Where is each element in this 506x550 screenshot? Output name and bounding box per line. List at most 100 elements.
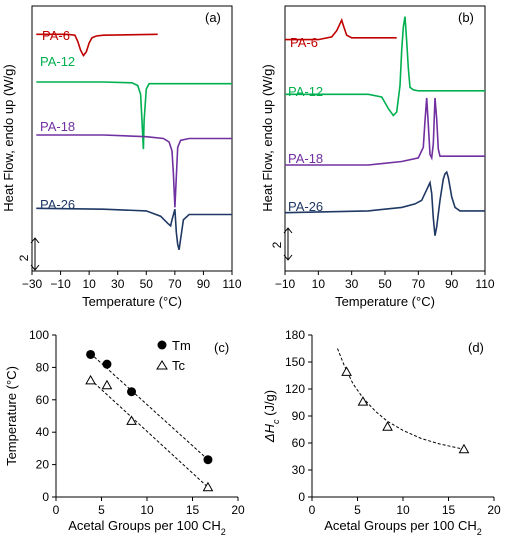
panel-a-x-tick-label: −10: [50, 277, 71, 291]
panel-c-y-axis-label: Temperature (°C): [4, 366, 19, 466]
panel-c-y-tick-label: 40: [36, 425, 50, 439]
panel-d-x-tick-label: 5: [354, 503, 361, 517]
panel-b-x-axis-label: Temperature (°C): [335, 294, 435, 309]
panel-d-crystallization-enthalpy: 0 5 10 15 20 0 30 60 90 120 150 180 (d) Acetal Gro…: [262, 328, 501, 537]
panel-b-x-tick-label: 110: [475, 277, 494, 291]
panel-d-y-tick-label: 120: [285, 382, 305, 396]
panel-d-x-axis-label: Acetal Groups per 100 CH2: [324, 518, 481, 537]
panel-c-x-tick-label: 5: [98, 503, 105, 517]
panel-d-x-tick-label: 20: [487, 503, 501, 517]
panel-a-y-axis-label: Heat Flow, endo up (W/g): [1, 64, 16, 211]
panel-a-label-pa-26: PA-26: [40, 197, 75, 212]
panel-b-trace-pa-18: [285, 97, 485, 166]
panel-b-x-tick-label: 70: [412, 277, 426, 291]
panel-c-x-axis: 0 5 10 15 20: [53, 497, 245, 517]
panel-b-x-tick-label: 10: [312, 277, 326, 291]
panel-c-point-tm: [102, 359, 112, 369]
panel-d-y-tick-label: 90: [292, 409, 306, 423]
legend-tc-marker: [156, 360, 168, 370]
panel-a-label-pa-18: PA-18: [40, 119, 75, 134]
legend-tc-label: Tc: [172, 358, 186, 373]
panel-b-scale-bar: 2: [270, 227, 293, 261]
panel-a-dsc-cooling: (a) PA-6 PA-12 PA-18 PA-26 2 −30 −10 10 30 5…: [1, 5, 242, 309]
panel-d-y-tick-label: 180: [285, 328, 305, 342]
panel-b-label-pa-12: PA-12: [288, 84, 323, 99]
panel-d-x-tick-label: 10: [396, 503, 410, 517]
panel-a-x-tick-label: 90: [197, 277, 211, 291]
panel-d-x-tick-label: 15: [442, 503, 456, 517]
panel-c-point-tc: [101, 379, 113, 390]
panel-b-y-axis-label: Heat Flow, endo up (W/g): [260, 64, 275, 211]
panel-c-transition-temperatures: 0 5 10 15 20 0 20 40 60 80 100 (c) Tm Tc Acetal G…: [4, 328, 245, 537]
panel-c-x-tick-label: 20: [231, 503, 245, 517]
panel-c-trendlines: [90, 353, 209, 488]
panel-b-trace-pa-6: [285, 17, 397, 41]
panel-d-x-axis: 0 5 10 15 20: [309, 497, 501, 517]
panel-c-x-tick-label: 10: [140, 503, 154, 517]
panel-c-y-tick-label: 80: [36, 360, 50, 374]
panel-b-traces: [284, 16, 485, 236]
panel-c-x-tick-label: 0: [53, 503, 60, 517]
panel-d-point-dhc: [382, 421, 393, 431]
panel-c-y-tick-label: 60: [36, 393, 50, 407]
panel-d-y-tick-label: 0: [298, 490, 305, 504]
panel-d-y-axis: 0 30 60 90 120 150 180: [285, 328, 312, 504]
panel-d-y-tick-label: 30: [292, 463, 306, 477]
panel-a-trace-pa-26: [36, 207, 232, 251]
panel-b-dsc-heating: (b) PA-6 PA-12 PA-18 PA-26 2 −10 10 30 50 70…: [260, 5, 495, 309]
panel-d-point-dhc: [341, 366, 352, 376]
panel-c-point-tc: [126, 415, 137, 425]
panel-c-x-axis-label: Acetal Groups per 100 CH2: [68, 518, 225, 537]
panel-a-x-tick-label: 50: [140, 277, 154, 291]
panel-c-markers: [85, 349, 214, 492]
panel-c-y-tick-label: 0: [42, 490, 49, 504]
panel-c-trendline-tm: [90, 353, 209, 461]
panel-c-y-tick-label: 100: [29, 328, 49, 342]
panel-a-label-pa-6: PA-6: [42, 28, 70, 43]
panel-d-y-axis-label: ΔHc (J/g): [262, 390, 281, 443]
panel-a-x-tick-label: 10: [82, 277, 96, 291]
panel-d-y-tick-label: 150: [285, 355, 305, 369]
panel-a-trace-labels: PA-6 PA-12 PA-18 PA-26: [40, 28, 75, 212]
panel-d-y-tick-label: 60: [292, 436, 306, 450]
panel-b-trace-labels: PA-6 PA-12 PA-18 PA-26: [288, 35, 323, 214]
panel-b-x-tick-label: 50: [378, 277, 392, 291]
panel-b-x-tick-label: 30: [345, 277, 359, 291]
panel-d-x-tick-label: 0: [309, 503, 316, 517]
panel-a-scale-bar-label: 2: [17, 254, 31, 261]
panel-a-label-pa-12: PA-12: [40, 54, 75, 69]
panel-c-trendline-tc: [90, 379, 209, 488]
panel-c-point-tm: [203, 455, 213, 465]
legend-tm-label: Tm: [172, 338, 191, 353]
panel-c-y-axis: 0 20 40 60 80 100: [29, 328, 56, 504]
panel-b-scale-bar-label: 2: [270, 241, 284, 248]
panel-c-point-tm: [127, 387, 137, 397]
panel-d-point-dhc: [357, 396, 369, 406]
panel-a-x-tick-label: 70: [168, 277, 182, 291]
panel-d-markers: [341, 366, 470, 454]
panel-a-trace-pa-6: [36, 33, 158, 57]
panel-a-x-axis-label: Temperature (°C): [82, 294, 182, 309]
panel-a-x-tick-label: 110: [222, 277, 241, 291]
panel-c-point-tm: [86, 349, 96, 359]
panel-c-x-tick-label: 15: [186, 503, 200, 517]
panel-b-label: (b): [458, 10, 474, 25]
panel-b-trace-pa-26: [284, 170, 485, 236]
panel-a-scale-bar: 2: [17, 237, 40, 271]
panel-b-label-pa-6: PA-6: [290, 35, 318, 50]
panel-c-label: (c): [214, 340, 229, 355]
panel-b-x-tick-label: 90: [445, 277, 459, 291]
panel-c-point-tc: [85, 374, 96, 385]
panel-a-label: (a): [205, 10, 221, 25]
panel-a-traces: [36, 33, 232, 251]
panel-b-trace-pa-12: [285, 16, 485, 117]
panel-d-point-dhc: [458, 443, 470, 454]
panel-b-x-axis: −10 10 30 50 70 90 110: [275, 271, 495, 291]
panel-b-label-pa-18: PA-18: [288, 151, 323, 166]
panel-c-y-tick-label: 20: [36, 458, 50, 472]
panel-a-x-tick-label: −30: [22, 277, 43, 291]
panel-d-label: (d): [468, 340, 484, 355]
panel-c-legend: Tm Tc: [156, 338, 191, 373]
